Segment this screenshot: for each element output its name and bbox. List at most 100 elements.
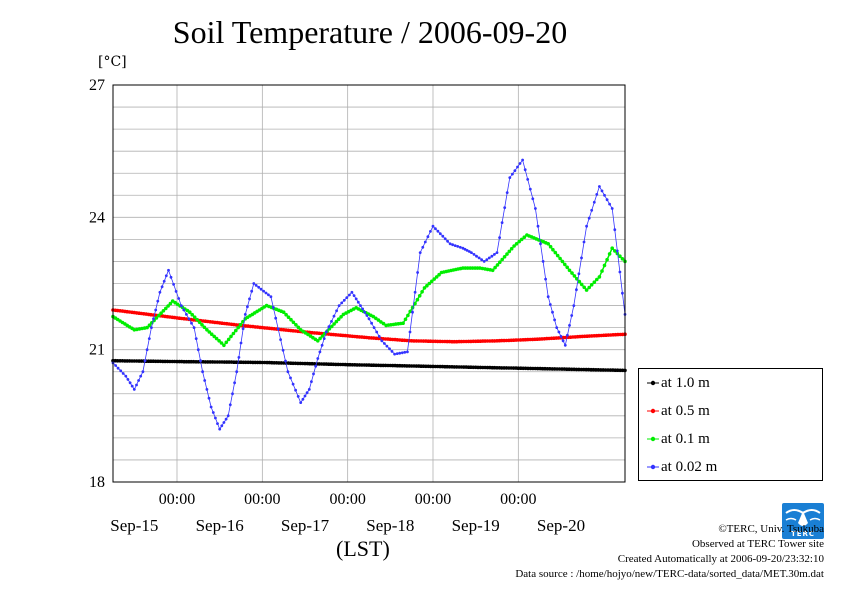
data-point — [296, 325, 301, 330]
data-point — [521, 158, 524, 162]
data-point — [168, 301, 173, 306]
data-point — [316, 357, 320, 360]
data-point — [336, 317, 341, 322]
data-point — [507, 249, 512, 254]
data-point — [425, 283, 429, 288]
data-point — [505, 252, 509, 256]
created-text: Created Automatically at 2006-09-20/23:3… — [617, 553, 824, 565]
data-point — [279, 338, 282, 341]
data-point — [212, 334, 216, 339]
data-point — [580, 256, 583, 260]
legend-label: at 0.5 m — [661, 403, 710, 419]
data-point — [154, 308, 158, 312]
data-point — [548, 244, 553, 249]
data-point — [156, 299, 160, 303]
data-point — [209, 332, 214, 337]
data-point — [415, 297, 420, 302]
data-point — [526, 366, 530, 371]
data-point — [406, 350, 409, 354]
data-point — [303, 394, 307, 398]
data-point — [286, 315, 291, 320]
data-point — [207, 396, 211, 400]
data-point — [546, 242, 550, 246]
data-point — [121, 372, 125, 375]
data-point — [582, 285, 586, 290]
data-point — [461, 246, 465, 250]
data-point — [559, 335, 563, 338]
data-point — [289, 376, 292, 380]
data-point — [595, 193, 599, 196]
source-text: Data source : /home/hojyo/new/TERC-data/… — [515, 568, 824, 580]
data-point — [600, 269, 604, 273]
data-point — [354, 297, 358, 301]
data-point — [605, 198, 609, 202]
data-point — [551, 310, 554, 314]
data-point — [577, 272, 581, 276]
data-point — [226, 337, 231, 342]
data-point — [286, 370, 290, 374]
data-point — [490, 268, 495, 273]
data-point — [490, 254, 494, 258]
data-point — [523, 168, 527, 172]
data-point — [615, 249, 619, 253]
data-point — [498, 260, 502, 265]
data-point — [214, 416, 217, 420]
data-point — [592, 200, 596, 204]
data-point — [563, 343, 567, 347]
legend-marker — [647, 408, 659, 414]
data-point — [388, 347, 391, 351]
data-point — [579, 282, 584, 287]
data-point — [274, 316, 278, 320]
data-point — [143, 359, 147, 363]
data-point — [214, 336, 219, 341]
legend: at 1.0 m at 0.5 m at 0.1 m at 0.02 m — [638, 368, 823, 481]
series-layer — [111, 158, 627, 431]
data-point — [177, 297, 181, 300]
data-point — [340, 301, 344, 305]
data-point — [508, 176, 512, 180]
data-point — [505, 191, 509, 195]
data-point — [437, 272, 441, 277]
data-point — [563, 262, 567, 267]
data-point — [557, 330, 561, 334]
data-point — [152, 317, 155, 321]
data-point — [600, 189, 604, 193]
data-point — [493, 253, 496, 256]
data-point — [470, 251, 473, 255]
data-point — [568, 324, 571, 327]
data-point — [408, 330, 412, 334]
terc-logo: TERC — [782, 503, 824, 539]
data-point — [312, 372, 315, 376]
data-point — [587, 285, 591, 290]
data-point — [166, 304, 170, 308]
data-point — [124, 374, 128, 378]
data-point — [141, 370, 145, 374]
data-point — [257, 285, 261, 289]
legend-marker — [647, 464, 659, 470]
data-point — [587, 216, 591, 220]
grid-lines — [113, 85, 625, 482]
data-point — [350, 290, 354, 294]
data-point — [294, 323, 298, 327]
data-point — [372, 326, 376, 329]
data-point — [472, 253, 476, 256]
data-point — [167, 268, 170, 272]
data-point — [620, 257, 625, 261]
data-point — [421, 245, 425, 249]
data-point — [119, 369, 123, 373]
data-point — [613, 249, 617, 253]
data-point — [465, 249, 469, 252]
data-point — [224, 340, 229, 345]
data-point — [535, 366, 540, 371]
data-point — [250, 289, 254, 293]
data-point — [605, 257, 609, 262]
data-point — [458, 245, 462, 249]
data-point — [348, 293, 351, 297]
y-tick-label: 27 — [89, 77, 105, 94]
data-point — [555, 326, 559, 329]
data-point — [590, 208, 594, 212]
data-point — [130, 384, 134, 388]
data-point — [451, 243, 454, 247]
data-point — [316, 339, 320, 343]
data-point — [139, 374, 143, 378]
